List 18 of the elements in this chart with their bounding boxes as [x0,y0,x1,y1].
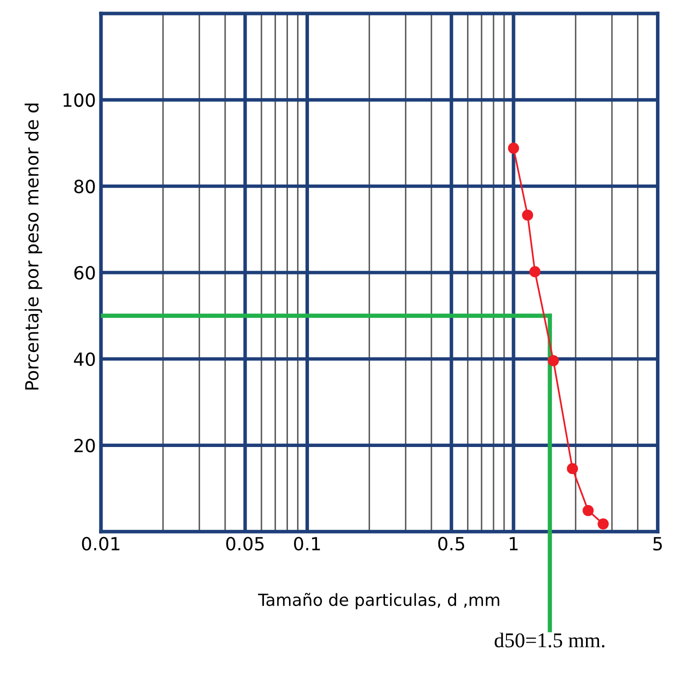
x-tick-label: 1 [510,537,518,550]
x-tick-label: 0.01 [82,536,120,551]
point [598,518,609,530]
y-tick-label: 40 [74,352,95,366]
point [522,210,534,221]
x-tick-label: 0.5 [438,536,464,551]
ref-line-label: d50=1.5 mm. [494,632,604,648]
y-tick-label: 80 [74,180,95,194]
point [566,463,578,474]
y-tick-label: 20 [74,438,95,452]
x-tick-label: 0.05 [226,536,264,551]
y-axis-title: Porcentaje por peso menor de d [24,104,42,390]
y-tick-label: 60 [74,266,95,280]
x-tick-label: 0.1 [294,536,320,551]
x-axis-title: Tamaño de particulas, d ,mm [258,592,500,610]
x-tick-label: 5 [653,537,662,551]
y-tick-label: 100 [64,93,95,107]
point [582,504,594,516]
